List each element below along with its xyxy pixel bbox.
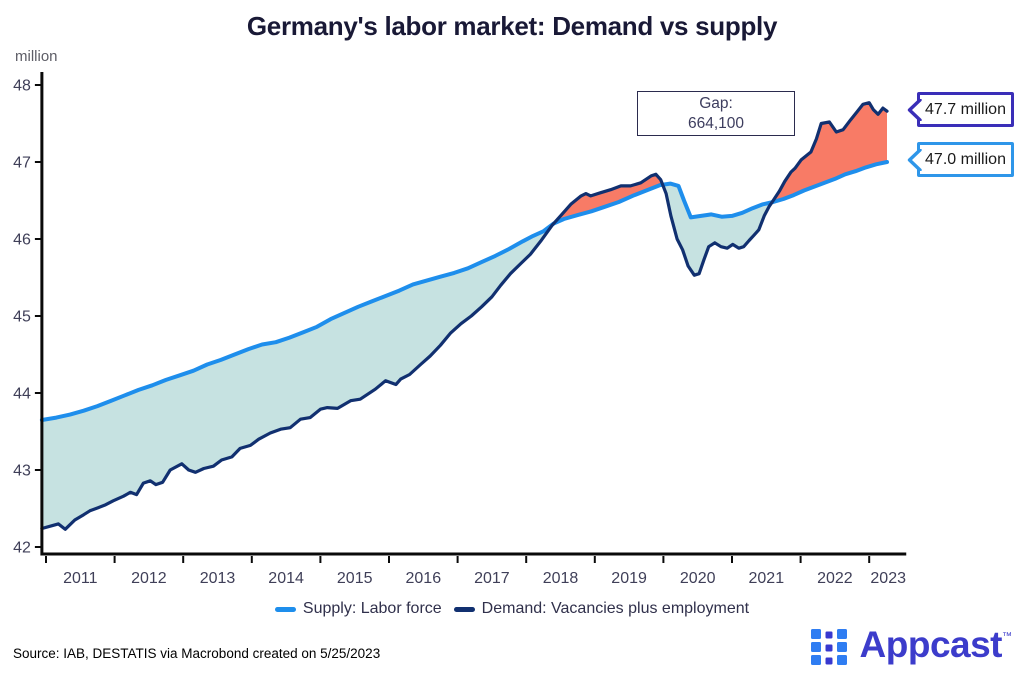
x-tick-label: 2012: [131, 570, 167, 587]
x-tick-label: 2014: [268, 570, 304, 587]
demand-line-swatch: [453, 606, 475, 612]
gap-annotation-line2: 664,100: [687, 114, 745, 132]
gap-annotation-line1: Gap:: [699, 94, 733, 112]
axes: [40, 72, 907, 556]
chart-title: Germany's labor market: Demand vs supply: [246, 11, 778, 41]
gap-annotation-box: Gap: 664,100: [637, 91, 795, 136]
legend: Supply: Labor force Demand: Vacancies pl…: [0, 600, 1024, 618]
x-tick-label: 2016: [406, 570, 442, 587]
x-tick-label: 2015: [337, 570, 373, 587]
supply-value-label: 47.0 million: [925, 150, 1006, 168]
x-tick-label: 2017: [474, 570, 510, 587]
x-tick-label: 2019: [611, 570, 647, 587]
gap-fill-demand-above: [553, 174, 663, 224]
x-tick-label: 2013: [200, 570, 236, 587]
x-tick-label: 2011: [63, 570, 98, 587]
supply-value-callout: 47.0 million: [907, 142, 1014, 177]
appcast-logo: Appcast™: [810, 624, 1012, 668]
supply-line: [39, 160, 889, 422]
legend-item-demand: Demand: Vacancies plus employment: [453, 600, 750, 618]
callout-arrow-icon: [907, 98, 922, 121]
y-axis-unit-label: million: [15, 48, 58, 65]
gap-fill-supply-above: [662, 183, 772, 276]
x-tick-label: 2018: [543, 570, 579, 587]
legend-item-supply: Supply: Labor force: [274, 600, 442, 618]
gap-fill-demand-above: [771, 102, 887, 203]
x-tick-label: 2021: [749, 570, 785, 587]
supply-line-swatch: [274, 606, 296, 612]
appcast-grid-icon: [810, 629, 847, 665]
x-tick-label: 2020: [680, 570, 716, 587]
x-tick-label: 2022: [817, 570, 853, 587]
demand-value-label: 47.7 million: [925, 100, 1006, 118]
legend-label-demand: Demand: Vacancies plus employment: [481, 600, 750, 617]
callout-arrow-icon: [907, 148, 922, 171]
y-tick-label: 46: [13, 232, 31, 249]
trademark-symbol: ™: [1002, 631, 1012, 642]
y-tick-label: 45: [13, 309, 31, 326]
y-tick-label: 42: [13, 540, 31, 557]
x-tick-label: 2023: [870, 570, 906, 587]
y-tick-label: 44: [13, 386, 31, 403]
y-tick-label: 43: [13, 463, 31, 480]
demand-value-callout: 47.7 million: [907, 92, 1014, 127]
legend-label-supply: Supply: Labor force: [302, 600, 442, 617]
gap-fill-supply-above: [41, 223, 554, 529]
appcast-wordmark: Appcast: [859, 624, 1003, 665]
y-tick-label: 48: [13, 78, 31, 95]
source-note: Source: IAB, DESTATIS via Macrobond crea…: [13, 646, 381, 661]
y-tick-label: 47: [13, 155, 31, 172]
demand-line: [40, 101, 889, 531]
